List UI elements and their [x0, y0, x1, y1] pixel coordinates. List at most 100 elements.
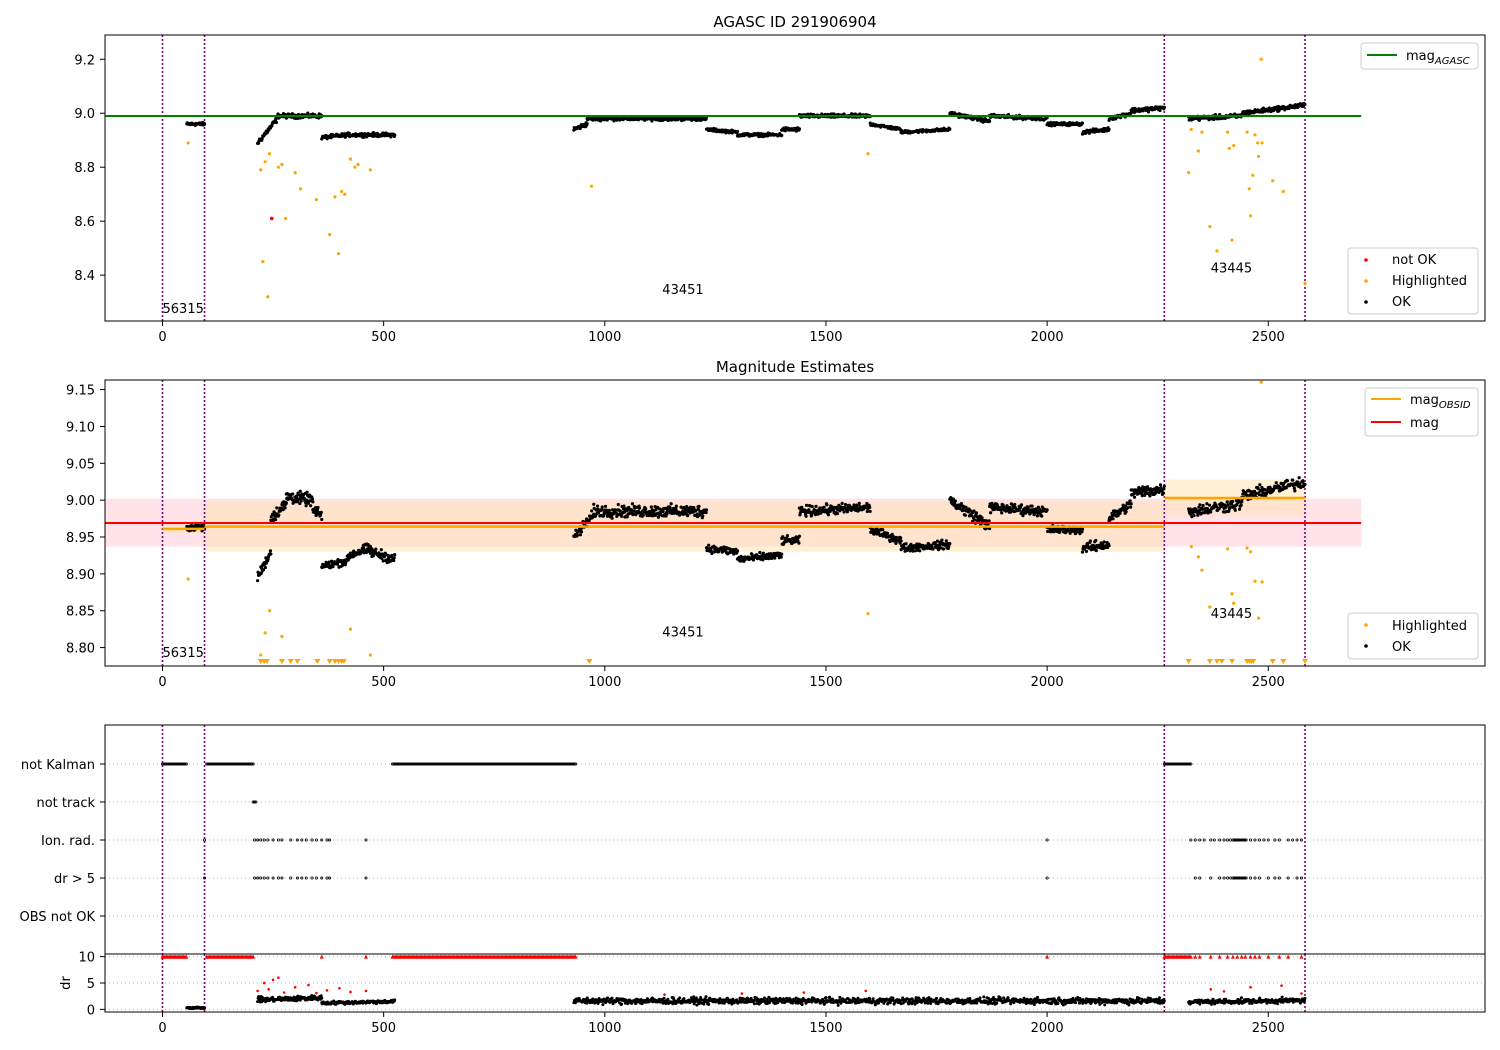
agasc-ok-point [780, 133, 784, 138]
estimates-ok-point [616, 502, 620, 507]
agasc-highlighted-point [343, 192, 347, 196]
estimates-ok-point [630, 502, 635, 506]
estimates-ok-point [1118, 511, 1122, 515]
estimates-ok-point [1162, 484, 1166, 488]
estimates-ok-point [393, 553, 397, 557]
estimates-ok-point [255, 579, 260, 583]
estimates-ok-point [1080, 527, 1085, 531]
legend2-marker-ok [1364, 644, 1368, 648]
estimates-ok-point [1201, 503, 1205, 508]
estimates-ok-point [371, 554, 375, 558]
agasc-plot-area [105, 35, 1485, 321]
agasc-ytick-label: 8.8 [74, 161, 95, 176]
estimates-ok-point [305, 490, 309, 494]
estimates-ok-point [686, 514, 690, 518]
estimates-highlighted-point [1245, 546, 1249, 550]
estimates-ok-point [578, 533, 583, 537]
agasc-ok-point [1158, 108, 1162, 113]
estimates-ok-point [1084, 549, 1089, 553]
estimates-ok-point [619, 514, 624, 518]
agasc-ok-point [585, 122, 589, 126]
estimates-ok-point [980, 516, 984, 520]
agasc-ok-point [1080, 121, 1085, 125]
estimates-ytick-label: 8.90 [66, 568, 95, 583]
estimates-ok-point [931, 547, 935, 551]
estimates-ok-point [797, 534, 802, 538]
legend-label-not-ok: not OK [1392, 253, 1437, 268]
agasc-highlighted-point [340, 189, 344, 194]
estimates-ok-point [1239, 503, 1243, 507]
agasc-highlighted-point [186, 141, 190, 145]
dr-point [707, 1002, 711, 1006]
dr-point [662, 996, 666, 1000]
estimates-ok-point [963, 513, 968, 517]
estimates-highlighted-point [263, 631, 267, 635]
estimates-ok-point [644, 507, 648, 511]
dr-point [666, 997, 670, 1001]
estimates-ok-point [1013, 502, 1017, 507]
agasc-ytick-label: 8.4 [74, 269, 95, 284]
dr-point [320, 996, 324, 1000]
estimates-ok-point [899, 539, 903, 543]
estimates-ok-point [779, 555, 783, 559]
estimates-ok-point [274, 517, 278, 522]
agasc-ok-point [202, 122, 207, 126]
estimates-ok-point [625, 515, 629, 519]
dr-point [824, 996, 828, 1000]
dr-point [871, 997, 875, 1001]
agasc-highlighted-point [261, 260, 265, 264]
agasc-highlighted-point [1281, 189, 1285, 194]
estimates-ok-point [1111, 517, 1115, 521]
agasc-xtick-label: 1500 [809, 330, 842, 345]
estimates-ok-point [1231, 499, 1235, 504]
estimates-ok-point [1303, 482, 1307, 487]
estimates-ok-point [804, 503, 809, 507]
estimates-ytick-label: 8.95 [66, 531, 95, 546]
legend-label-mag: mag [1410, 416, 1439, 431]
estimates-ok-point [1285, 479, 1290, 483]
estimates-ok-point [309, 504, 313, 508]
estimates-ok-point [1297, 476, 1301, 480]
estimates-ok-point [953, 499, 957, 503]
estimates-ok-point [1040, 514, 1044, 518]
agasc-highlighted-point [1245, 130, 1249, 134]
estimates-ok-point [1107, 544, 1111, 548]
agasc-highlighted-point [1227, 146, 1231, 150]
flags-category-label: not track [36, 796, 95, 811]
estimates-highlighted-point [1189, 544, 1193, 549]
agasc-highlighted-point [1225, 130, 1230, 134]
estimates-ok-point [707, 543, 711, 547]
agasc-highlighted-point [333, 195, 337, 199]
estimates-ok-point [894, 535, 899, 540]
estimates-ok-point [1291, 478, 1295, 482]
estimates-ok-point [868, 509, 872, 514]
agasc-ytick-label: 9.0 [74, 107, 95, 122]
estimates-xtick-label: 500 [371, 675, 396, 690]
agasc-highlighted-point [267, 152, 272, 156]
estimates-ok-point [668, 506, 672, 510]
agasc-highlighted-point [353, 165, 357, 169]
estimates-ok-point [603, 504, 608, 508]
flags-category-label: OBS not OK [20, 910, 96, 925]
estimates-ok-point [291, 492, 295, 496]
estimates-ok-point [843, 502, 848, 507]
legend-label-highlighted: Highlighted [1392, 274, 1467, 289]
estimates-ok-point [1035, 514, 1040, 518]
estimates-ok-point [940, 538, 944, 542]
agasc-panel-title: AGASC ID 291906904 [713, 13, 876, 31]
estimates-highlighted-point [259, 653, 263, 657]
estimates-ok-point [656, 515, 661, 519]
estimates-highlighted-point [280, 634, 284, 639]
agasc-highlighted-point [314, 197, 319, 202]
estimates-ok-point [1132, 495, 1137, 499]
estimates-xtick-label: 2500 [1252, 675, 1285, 690]
agasc-highlighted-point [1251, 173, 1255, 177]
estimates-ok-point [1161, 491, 1165, 495]
estimates-ok-point [704, 508, 709, 512]
agasc-ytick-label: 8.6 [74, 215, 95, 230]
estimates-ok-point [804, 514, 808, 518]
estimates-ok-point [1030, 504, 1034, 508]
agasc-highlighted-point [283, 216, 288, 221]
estimates-ok-point [1258, 483, 1262, 487]
